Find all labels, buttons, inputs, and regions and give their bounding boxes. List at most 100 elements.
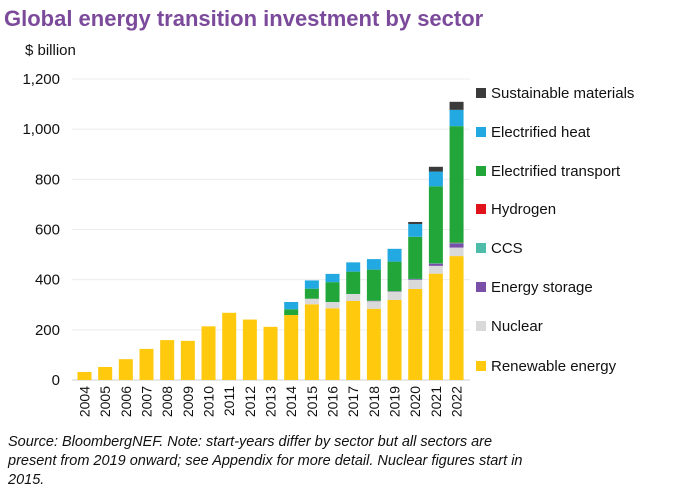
legend-label: Energy storage [491, 279, 593, 296]
bar-segment [408, 221, 423, 224]
bar-segment [222, 312, 237, 380]
bar-segment [346, 300, 361, 380]
y-tick-labels: 0 200 400 600 800 1,000 1,200 [22, 71, 60, 389]
bar-segment [387, 261, 402, 292]
x-tick-label: 2022 [449, 386, 465, 417]
legend-swatch [476, 243, 486, 253]
source-note-line: present from 2019 onward; see Appendix f… [7, 453, 522, 469]
y-tick-label: 400 [35, 272, 60, 289]
bar-segment [408, 223, 423, 237]
bar-segment [304, 280, 319, 289]
x-tick-label: 2007 [139, 386, 155, 417]
bar-segment [160, 340, 175, 380]
bar-segment [284, 315, 299, 380]
bar-segment [346, 262, 361, 272]
bar-segment [346, 271, 361, 294]
bar-segment [408, 279, 423, 280]
y-tick-label: 800 [35, 171, 60, 188]
bar-segment [428, 265, 443, 274]
x-tick-label: 2017 [345, 386, 361, 417]
legend-swatch [476, 127, 486, 137]
x-tick-label: 2005 [97, 386, 113, 417]
gridlines [72, 78, 470, 381]
bar-segment [387, 291, 402, 292]
x-tick-label: 2018 [366, 386, 382, 417]
bar-segment [449, 126, 464, 243]
bar-segment [284, 301, 299, 310]
bar-segment [428, 171, 443, 187]
bar-segment [304, 304, 319, 380]
bar-segment [449, 101, 464, 110]
legend-item: Nuclear [476, 318, 543, 335]
source-note-line: Source: BloombergNEF. Note: start-years … [8, 434, 492, 450]
bar-segment [325, 273, 340, 283]
legend-label: Electrified heat [491, 124, 591, 141]
x-tick-label: 2008 [159, 386, 175, 417]
bar-segment [408, 279, 423, 289]
legend-item: Electrified heat [476, 124, 591, 141]
legend-label: Hydrogen [491, 201, 556, 218]
bar-segment [449, 242, 464, 244]
bar-segment [449, 247, 464, 257]
x-tick-label: 2016 [325, 386, 341, 417]
bar-segment [408, 236, 423, 279]
x-tick-label: 2015 [304, 386, 320, 417]
bar-segment [284, 309, 299, 316]
bar-segment [428, 263, 443, 266]
legend-swatch [476, 204, 486, 214]
bar-segment [428, 166, 443, 172]
x-tick-label: 2021 [428, 386, 444, 417]
x-tick-label: 2012 [242, 386, 258, 417]
bar-segment [139, 348, 154, 380]
bar-segment [346, 293, 361, 301]
bar-segment [263, 326, 278, 380]
legend-label: Sustainable materials [491, 85, 634, 102]
legend-item: Sustainable materials [476, 85, 634, 102]
chart-title: Global energy transition investment by s… [4, 6, 484, 31]
legend-label: CCS [491, 240, 523, 257]
bar-segment [366, 300, 381, 302]
bar-segment [77, 371, 92, 380]
legend-swatch [476, 361, 486, 371]
x-tick-label: 2004 [77, 386, 93, 417]
bar-segment [428, 273, 443, 380]
bar-segment [449, 109, 464, 127]
bar-segment [304, 288, 319, 299]
bar-segment [449, 243, 464, 248]
bar-segment [242, 319, 257, 380]
bar-segment [201, 326, 216, 380]
x-tick-label: 2013 [263, 386, 279, 417]
legend-label: Nuclear [491, 318, 543, 335]
bar-segment [366, 269, 381, 301]
legend-swatch [476, 321, 486, 331]
y-tick-label: 1,000 [22, 121, 60, 138]
y-tick-label: 1,200 [22, 71, 60, 88]
bar-segment [387, 299, 402, 380]
y-tick-label: 0 [52, 372, 60, 389]
x-tick-label: 2006 [118, 386, 134, 417]
bar-segment [449, 256, 464, 380]
bar-segment [325, 308, 340, 380]
x-tick-label: 2014 [283, 386, 299, 417]
y-tick-label: 200 [35, 322, 60, 339]
bar-segment [304, 298, 319, 305]
legend-label: Electrified transport [491, 163, 621, 180]
legend-swatch [476, 88, 486, 98]
y-tick-label: 600 [35, 222, 60, 239]
bar-segment [428, 186, 443, 264]
bar-segment [366, 259, 381, 270]
legend-item: Electrified transport [476, 163, 621, 180]
legend: Sustainable materials Electrified heat Ele… [476, 85, 634, 375]
source-note: Source: BloombergNEF. Note: start-years … [7, 434, 522, 488]
legend-label: Renewable energy [491, 358, 617, 375]
bar-segment [408, 288, 423, 380]
y-axis-label: $ billion [25, 42, 76, 59]
x-tick-label: 2009 [180, 386, 196, 417]
bar-segment [118, 359, 133, 380]
legend-item: Hydrogen [476, 201, 556, 218]
bar-segment [366, 301, 381, 309]
legend-swatch [476, 166, 486, 176]
legend-swatch [476, 282, 486, 292]
legend-item: Renewable energy [476, 358, 617, 375]
